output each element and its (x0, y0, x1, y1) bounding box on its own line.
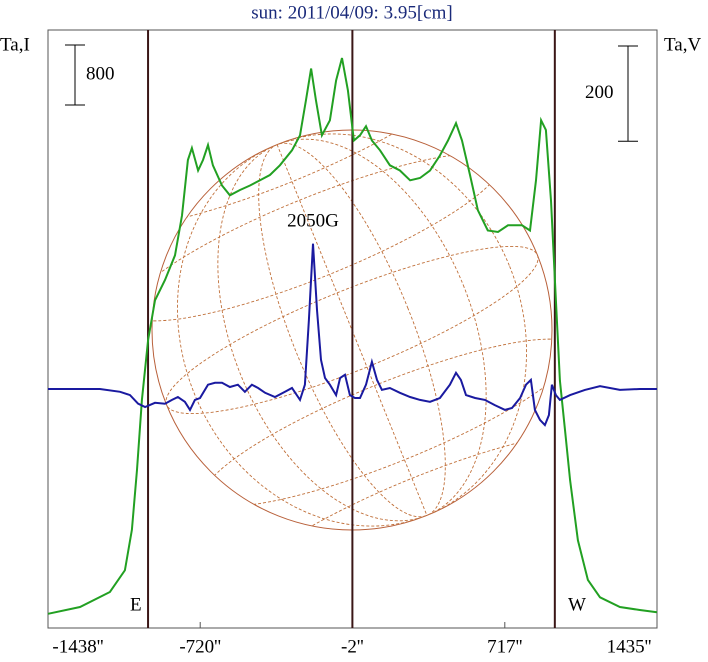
y-scale-bar-label: 800 (86, 63, 115, 84)
x-tick-label: 717'' (487, 636, 522, 657)
y2-scale-bar (618, 45, 638, 142)
limb-label: E (130, 594, 142, 615)
x-tick-label: 1435'' (607, 636, 652, 657)
x-tick-label: -720'' (179, 636, 221, 657)
x-tick-label: -2'' (341, 636, 364, 657)
y2-axis-label: Ta,V (664, 34, 701, 55)
y-axis-label: Ta,I (0, 34, 30, 55)
y2-scale-bar-label: 200 (585, 82, 614, 103)
limb-label: W (568, 594, 586, 615)
data-line (48, 243, 657, 427)
annotation: 2050G (287, 210, 339, 231)
x-tick-label: -1438'' (52, 636, 103, 657)
y-scale-bar (65, 44, 85, 106)
chart-title: sun: 2011/04/09: 3.95[cm] (251, 2, 452, 23)
data-line (47, 57, 658, 615)
